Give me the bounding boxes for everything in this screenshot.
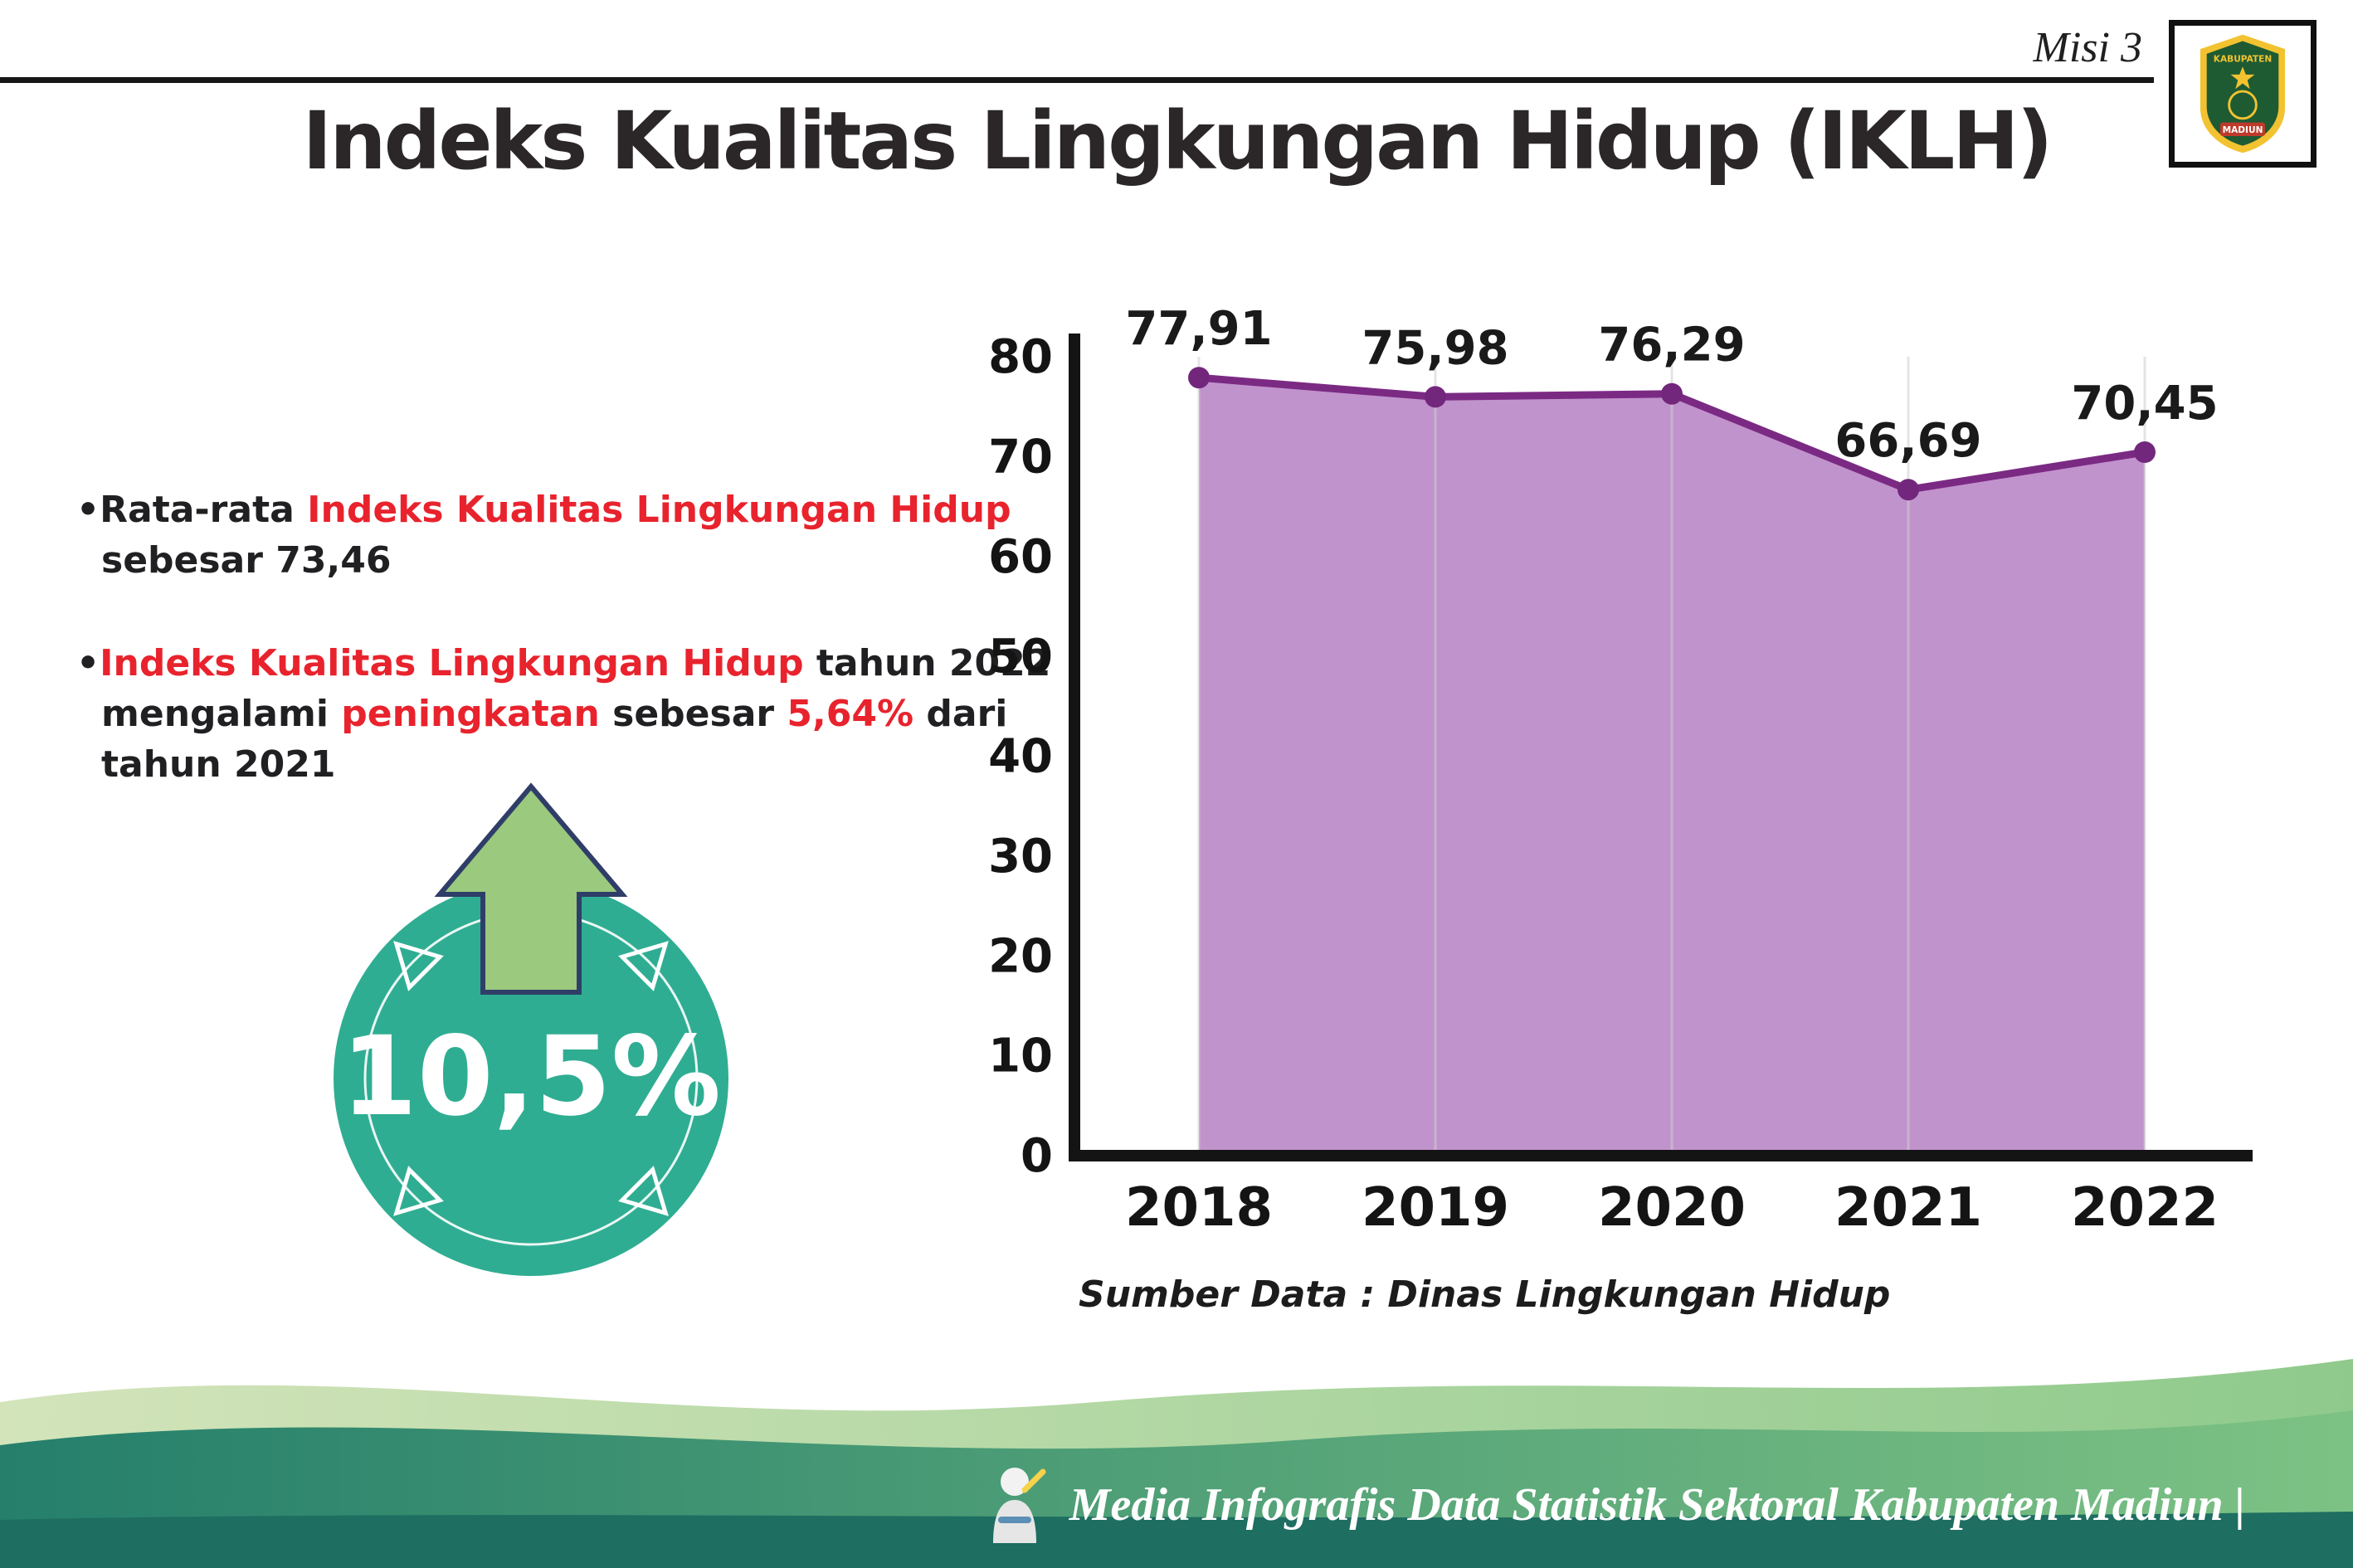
text-segment: dari tahun 2021: [101, 693, 1008, 786]
footer-credit-text: Media Infografis Data Statistik Sektoral…: [1069, 1479, 2245, 1531]
misi-label: Misi 3: [2033, 24, 2142, 71]
footer-strip: [0, 1512, 2353, 1568]
crest-top-text: KABUPATEN: [2214, 55, 2272, 65]
x-tick-label: 2022: [2071, 1177, 2219, 1239]
triangle-ornament-icon: [393, 941, 444, 991]
crest-icon: KABUPATEN MADIUN: [2200, 34, 2286, 153]
y-tick-label: 20: [988, 929, 1053, 983]
footer-credit: Media Infografis Data Statistik Sektoral…: [977, 1462, 2245, 1548]
y-tick-label: 80: [988, 330, 1053, 384]
badge-circle: [334, 881, 728, 1276]
x-tick-label: 2018: [1125, 1177, 1273, 1239]
up-arrow-icon: [434, 782, 628, 995]
y-tick-label: 10: [988, 1030, 1053, 1083]
value-label: 75,98: [1362, 321, 1508, 375]
triangle-ornament-icon: [618, 1166, 669, 1216]
iklh-area-chart: 77,91 75,98 76,29 66,69 70,45 0 10 20 30 40 50 60 7…: [988, 302, 2253, 1239]
value-label: 70,45: [2071, 377, 2218, 431]
crest-bottom-text: MADIUN: [2223, 125, 2263, 135]
triangle-ornament-icon: [618, 941, 669, 991]
data-source-note: Sumber Data : Dinas Lingkungan Hidup: [1079, 1273, 1891, 1316]
text-segment-highlight: Indeks Kualitas Lingkungan Hidup: [100, 642, 804, 685]
data-point: [1188, 367, 1210, 389]
increase-badge: 10,5%: [334, 782, 728, 1276]
data-point: [1661, 382, 1683, 405]
bullet-average-iklh: •Rata-rata Indeks Kualitas Lingkungan Hi…: [76, 485, 1122, 586]
value-label: 76,29: [1598, 319, 1745, 373]
mascot-icon: [992, 1468, 1046, 1543]
badge-value: 10,5%: [341, 1013, 721, 1141]
chart-x-ticks: 2018 2019 2020 2021 2022: [1125, 1177, 2219, 1239]
data-point: [1898, 479, 1919, 501]
text-segment: •: [76, 642, 100, 685]
text-segment: tahun 2022 mengalami: [101, 642, 1051, 736]
data-point: [2134, 441, 2156, 463]
data-point: [1425, 386, 1446, 408]
text-segment: •Rata-rata: [76, 489, 308, 531]
value-label: 77,91: [1125, 302, 1272, 356]
text-segment: sebesar: [599, 693, 787, 736]
x-tick-label: 2020: [1598, 1177, 1746, 1239]
x-tick-label: 2019: [1362, 1177, 1509, 1239]
value-label: 66,69: [1834, 414, 1981, 468]
chart-value-labels: 77,91 75,98 76,29 66,69 70,45: [1125, 302, 2218, 468]
triangle-ornament-icon: [393, 1166, 444, 1216]
header-rule: [0, 77, 2154, 83]
y-tick-label: 60: [988, 530, 1053, 584]
y-tick-label: 0: [1021, 1129, 1053, 1183]
text-segment: sebesar 73,46: [101, 538, 392, 582]
page-title: Indeks Kualitas Lingkungan Hidup (IKLH): [302, 95, 2053, 187]
x-tick-label: 2021: [1834, 1177, 1982, 1239]
y-tick-label: 40: [988, 730, 1053, 784]
bullet-increase-2022: •Indeks Kualitas Lingkungan Hidup tahun …: [76, 639, 1122, 790]
chart-axes: [1069, 334, 2253, 1161]
footer-waves: [0, 1359, 2353, 1568]
text-segment-highlight: peningkatan: [341, 693, 600, 736]
chart-points: [1188, 367, 2156, 501]
y-tick-label: 70: [988, 430, 1053, 484]
y-tick-label: 50: [988, 630, 1053, 684]
chart-y-ticks: 0 10 20 30 40 50 60 70 80: [988, 330, 1053, 1183]
kabupaten-madiun-logo: KABUPATEN MADIUN: [2169, 20, 2316, 168]
text-segment-highlight: 5,64%: [787, 693, 914, 736]
text-segment-highlight: Indeks Kualitas Lingkungan Hidup: [307, 489, 1011, 531]
key-points: •Rata-rata Indeks Kualitas Lingkungan Hi…: [76, 485, 1122, 844]
y-tick-label: 30: [988, 830, 1053, 884]
